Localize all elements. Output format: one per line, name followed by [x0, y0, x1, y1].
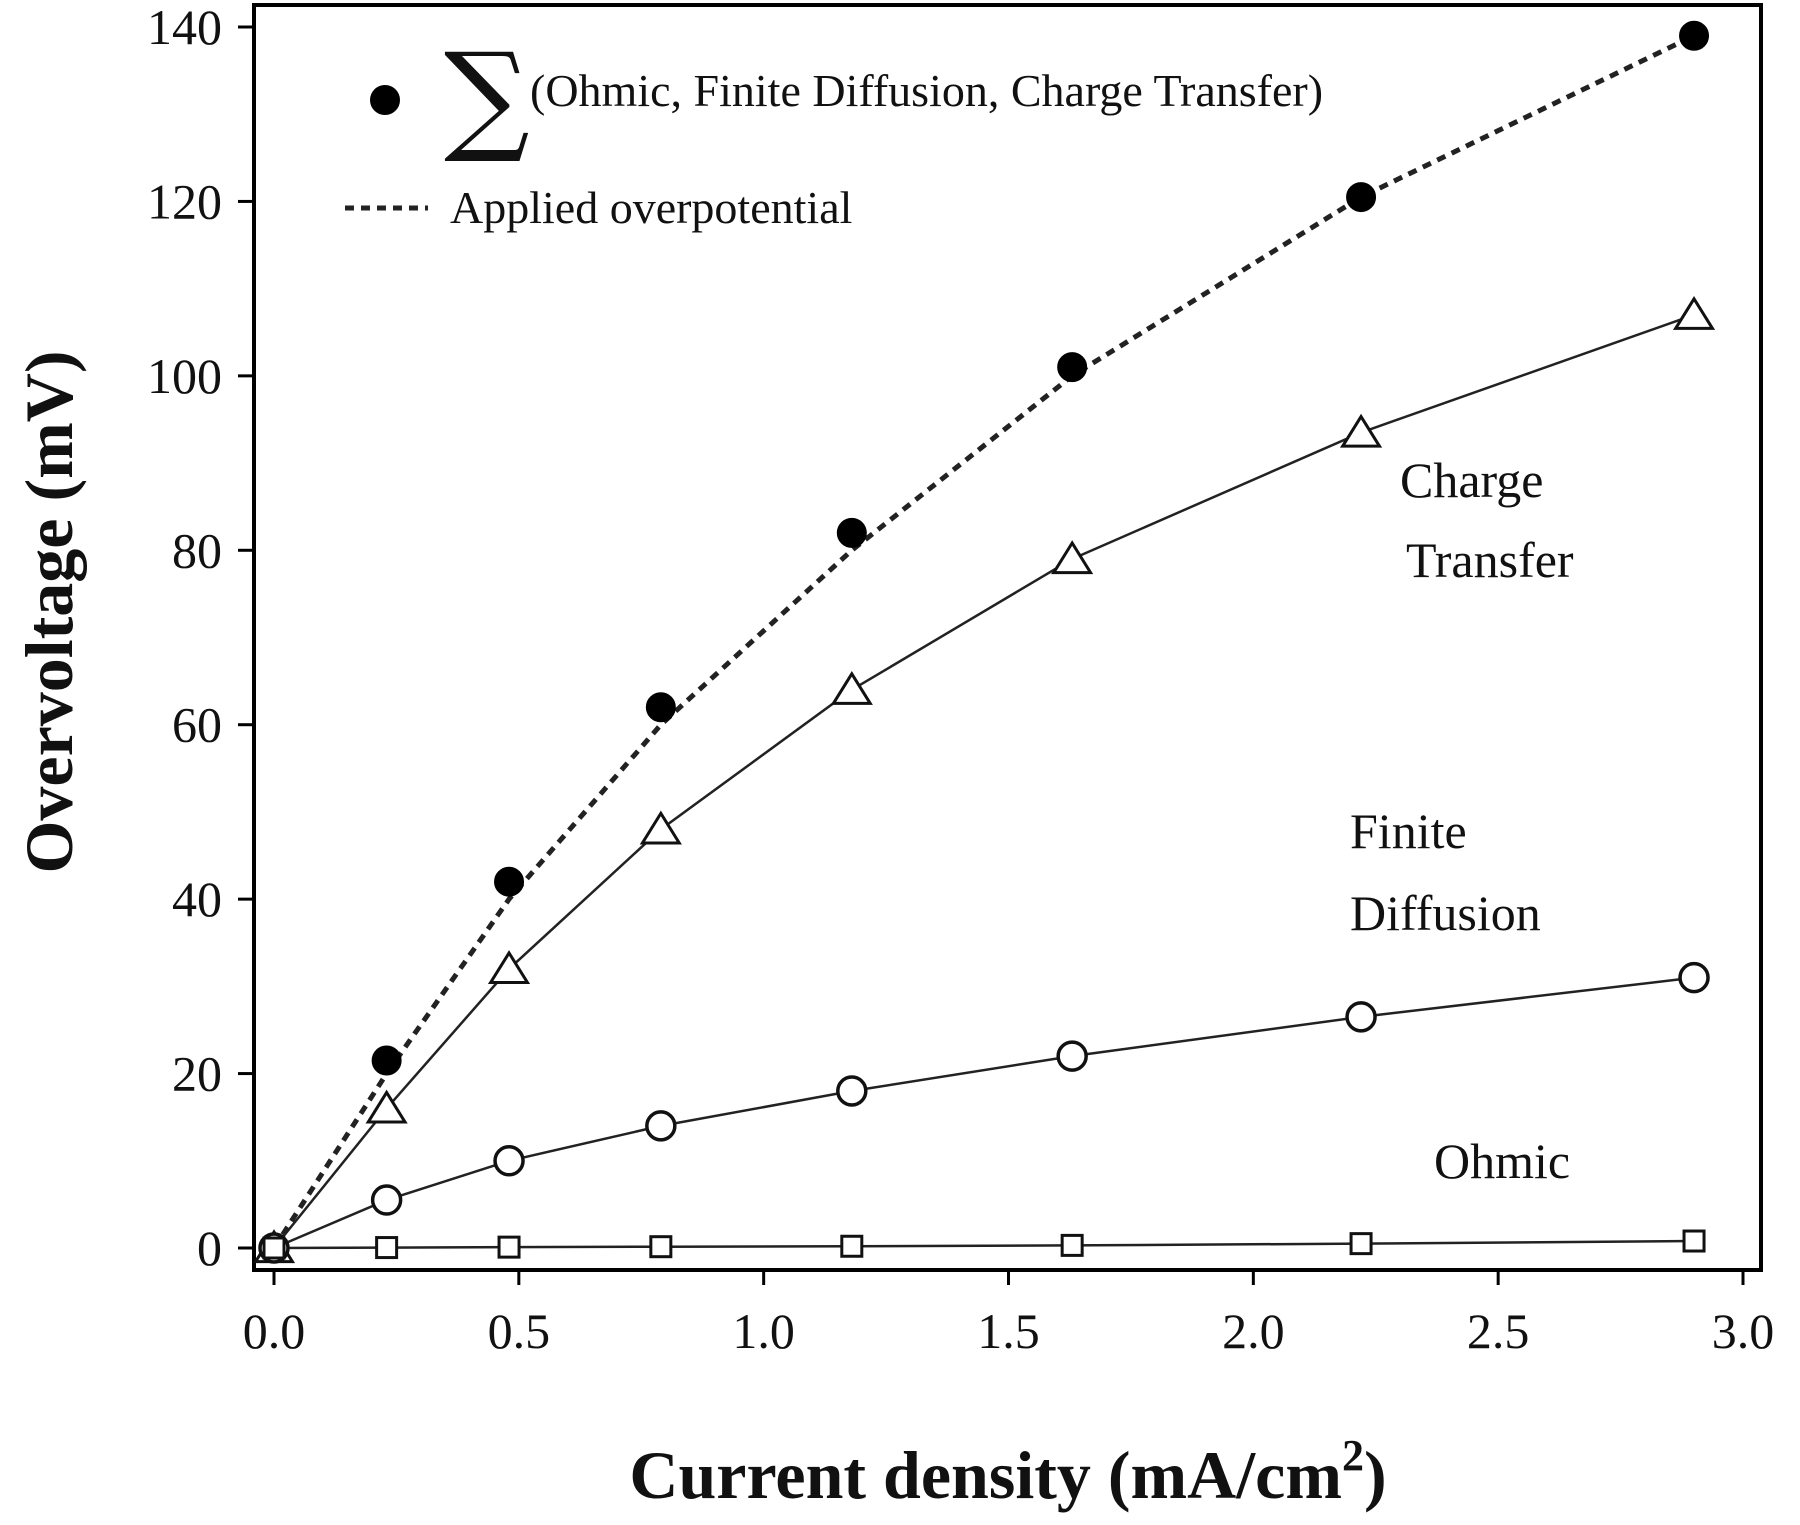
series-line-ohmic [273, 1239, 1695, 1250]
y-tick-label: 140 [147, 0, 222, 55]
x-axis-title-end: ) [1364, 1437, 1387, 1513]
x-tick-label: 1.0 [732, 1303, 795, 1359]
x-tick-label: 3.0 [1712, 1303, 1775, 1359]
data-point-charge-transfer [639, 810, 682, 845]
data-point-charge-transfer [365, 1089, 408, 1124]
y-axis-title: Overvoltage (mV) [11, 350, 87, 873]
data-point-sum [494, 866, 525, 897]
data-point-sum [1679, 20, 1710, 51]
data-point-charge-transfer [487, 950, 531, 985]
data-point-finite-diffusion [493, 1145, 525, 1177]
data-point-charge-transfer [1339, 413, 1383, 448]
y-tick-label: 80 [172, 522, 222, 578]
data-point-sum [371, 1045, 402, 1076]
data-point-ohmic [497, 1235, 521, 1259]
data-point-sum [1346, 182, 1377, 213]
data-point-finite-diffusion [1056, 1040, 1088, 1072]
series-label-charge-transfer: Charge [1400, 452, 1543, 508]
series-line-charge-transfer [273, 313, 1695, 1249]
legend-sum-symbol: ∑ [444, 28, 530, 167]
series-line-finite-diffusion [273, 976, 1695, 1250]
x-tick-label: 2.5 [1467, 1303, 1530, 1359]
y-tick-label: 0 [197, 1220, 222, 1276]
legend-sum-label: (Ohmic, Finite Diffusion, Charge Transfe… [530, 65, 1323, 116]
data-point-sum [645, 692, 676, 723]
data-point-charge-transfer [1672, 295, 1716, 330]
data-point-ohmic [262, 1236, 286, 1260]
data-point-finite-diffusion [645, 1110, 677, 1142]
series-label-ohmic: Ohmic [1434, 1133, 1570, 1189]
x-axis-title-main: Current density (mA/cm [629, 1437, 1342, 1513]
y-tick-label: 20 [172, 1046, 222, 1102]
data-point-finite-diffusion [836, 1075, 868, 1107]
y-tick-label: 100 [147, 348, 222, 404]
data-point-ohmic [1060, 1233, 1084, 1257]
data-point-charge-transfer [830, 670, 873, 705]
series-label-charge-transfer: Transfer [1406, 532, 1574, 588]
axis-ticks: 0.0 0.5 1.0 1.5 2.0 2.5 3.0 0 20 40 60 80 100 120 140 [147, 0, 1774, 1359]
series-label-finite-diffusion: Diffusion [1350, 885, 1541, 941]
data-point-sum [1057, 352, 1088, 383]
data-point-finite-diffusion [1345, 1001, 1377, 1033]
series-lines [271, 33, 1696, 1250]
data-point-ohmic [375, 1236, 399, 1260]
series-line-applied [271, 33, 1696, 1250]
y-tick-label: 120 [147, 173, 222, 229]
data-point-ohmic [649, 1235, 673, 1259]
series-labels: Charge Transfer Finite Diffusion Ohmic [1350, 452, 1574, 1189]
data-point-ohmic [840, 1234, 864, 1258]
legend: ∑ (Ohmic, Finite Diffusion, Charge Transf… [345, 28, 1323, 233]
data-point-sum [836, 517, 867, 548]
series-markers [252, 20, 1716, 1264]
series-label-finite-diffusion: Finite [1350, 803, 1467, 859]
legend-sum-marker [370, 85, 400, 115]
data-point-finite-diffusion [370, 1184, 403, 1216]
data-point-ohmic [1682, 1229, 1706, 1253]
y-tick-label: 60 [172, 697, 222, 753]
x-axis-title: Current density (mA/cm2) [629, 1431, 1386, 1513]
x-tick-label: 1.5 [977, 1303, 1040, 1359]
data-point-ohmic [1349, 1232, 1373, 1256]
y-tick-label: 40 [172, 871, 222, 927]
legend-applied-label: Applied overpotential [450, 182, 852, 233]
x-tick-label: 0.5 [488, 1303, 551, 1359]
data-point-finite-diffusion [1678, 961, 1710, 994]
x-axis-title-sup: 2 [1342, 1431, 1364, 1480]
data-point-charge-transfer [1051, 540, 1094, 575]
x-tick-label: 2.0 [1222, 1303, 1285, 1359]
x-tick-label: 0.0 [243, 1303, 306, 1359]
